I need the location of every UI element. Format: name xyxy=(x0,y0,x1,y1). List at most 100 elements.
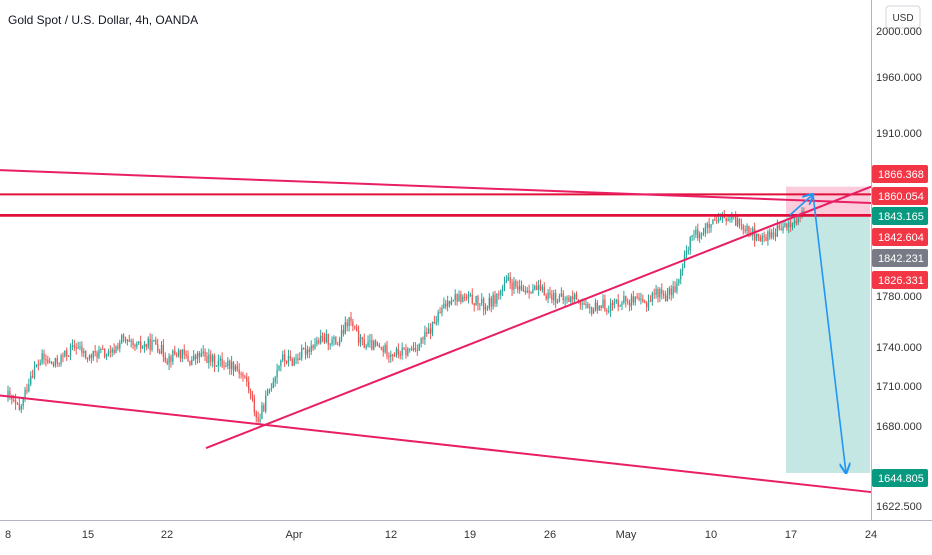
candle xyxy=(354,325,356,331)
currency-label: USD xyxy=(892,13,913,24)
candle xyxy=(536,281,538,291)
candle xyxy=(433,315,436,325)
candle xyxy=(96,350,98,363)
candle xyxy=(674,281,676,293)
candle xyxy=(316,336,318,347)
x-tick-may: May xyxy=(616,529,637,541)
candle xyxy=(609,298,612,317)
candle xyxy=(589,303,591,314)
candle xyxy=(162,339,165,363)
candle xyxy=(503,276,506,292)
candle xyxy=(757,233,760,242)
price-tag: 1644.805 xyxy=(872,469,928,487)
candle xyxy=(608,305,610,314)
x-tick-26: 26 xyxy=(544,529,556,541)
candle xyxy=(625,295,627,308)
price-tag: 1843.165 xyxy=(872,207,928,225)
candle xyxy=(500,289,502,300)
candle xyxy=(464,293,466,302)
candle xyxy=(501,284,504,297)
y-tick-2000: 2000.000 xyxy=(876,26,922,38)
candle xyxy=(623,290,625,305)
candle xyxy=(128,334,130,343)
candle xyxy=(769,228,771,240)
candle xyxy=(511,279,513,297)
candle xyxy=(56,354,58,367)
candle xyxy=(24,386,26,402)
candle xyxy=(399,350,401,360)
candle xyxy=(685,245,688,261)
candle xyxy=(325,329,328,344)
candle xyxy=(71,339,74,351)
candle xyxy=(680,268,682,285)
resistance-levels xyxy=(0,193,871,217)
candle xyxy=(482,296,485,316)
candle xyxy=(797,215,799,226)
candle xyxy=(405,344,407,359)
y-tick-1680: 1680.000 xyxy=(876,421,922,433)
candle xyxy=(518,279,521,294)
candle xyxy=(92,350,94,361)
price-tag-label: 1842.231 xyxy=(878,253,924,265)
candle xyxy=(88,354,91,361)
candle xyxy=(795,216,797,226)
candle xyxy=(282,350,284,363)
candle xyxy=(653,288,655,300)
candle xyxy=(115,345,117,354)
candle xyxy=(143,340,146,353)
trendline-3[interactable] xyxy=(0,394,872,494)
candle xyxy=(102,345,104,351)
candle xyxy=(448,300,451,308)
candle xyxy=(401,342,403,360)
candle xyxy=(83,348,85,358)
candle xyxy=(619,304,621,307)
candle xyxy=(750,227,752,237)
candle xyxy=(390,350,392,363)
price-axis[interactable]: 2000.000 1960.000 1910.000 1780.000 1740… xyxy=(876,26,922,513)
x-tick-10: 10 xyxy=(705,529,717,541)
candle xyxy=(585,298,587,309)
candle xyxy=(265,390,267,414)
candle xyxy=(496,293,498,307)
price-tag: 1866.368 xyxy=(872,165,928,183)
candle xyxy=(33,360,36,380)
candle xyxy=(90,353,93,364)
candle xyxy=(490,295,492,313)
candle xyxy=(441,304,443,317)
candle xyxy=(397,343,400,359)
candle xyxy=(217,354,220,373)
candle xyxy=(314,337,316,350)
candle xyxy=(678,278,680,286)
candle xyxy=(234,364,237,372)
trendline-1[interactable] xyxy=(0,169,872,204)
candle xyxy=(657,286,659,303)
candle xyxy=(645,301,648,312)
candle xyxy=(699,231,701,243)
projection-arrow-2[interactable] xyxy=(812,194,846,473)
candle xyxy=(196,351,199,364)
candle xyxy=(604,294,606,312)
y-tick-1622-5: 1622.500 xyxy=(876,501,922,513)
candle xyxy=(308,346,310,359)
time-axis[interactable]: 8 15 22 Apr 12 19 26 May 10 17 24 xyxy=(5,529,877,541)
candle xyxy=(520,280,523,292)
price-tag-label: 1866.368 xyxy=(878,169,924,181)
projection-arrow-1[interactable] xyxy=(789,194,813,216)
candle xyxy=(94,344,96,357)
candle xyxy=(198,351,201,363)
currency-button[interactable]: USD xyxy=(885,5,921,29)
candle xyxy=(695,226,697,239)
candle xyxy=(537,280,540,296)
candle xyxy=(331,336,333,347)
candle xyxy=(246,372,248,387)
candle xyxy=(168,353,170,371)
candle xyxy=(153,339,155,342)
candle xyxy=(710,223,712,233)
candle xyxy=(253,394,256,417)
candle xyxy=(157,338,159,354)
candle xyxy=(602,294,604,309)
trendline-2[interactable] xyxy=(205,185,872,449)
